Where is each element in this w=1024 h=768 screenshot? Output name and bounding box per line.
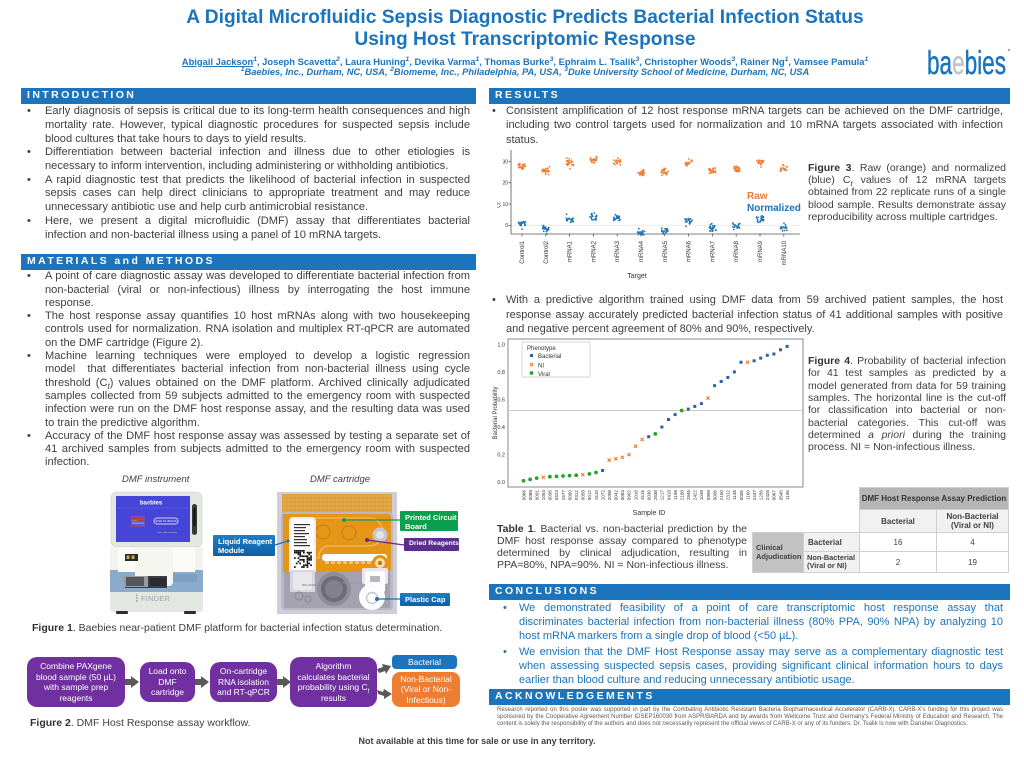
svg-text:mRNA6: mRNA6 [687,240,693,262]
svg-text:0066: 0066 [521,490,526,501]
svg-text:0418: 0418 [666,490,671,501]
svg-text:Phenotype: Phenotype [527,346,556,352]
svg-text:2638: 2638 [653,490,658,501]
svg-text:2577: 2577 [561,490,566,501]
svg-text:1198: 1198 [673,490,678,500]
svg-text:Ct: Ct [497,202,503,208]
svg-text:1195: 1195 [785,490,790,500]
svg-text:1054: 1054 [541,490,546,501]
svg-text:0423: 0423 [554,490,559,501]
svg-text:20: 20 [502,181,508,187]
svg-text:mRNA2: mRNA2 [591,240,597,262]
svg-text:2150: 2150 [719,490,724,501]
svg-text:enter code manually: enter code manually [157,531,178,534]
svg-text:2447: 2447 [752,490,757,501]
svg-text:1217: 1217 [660,490,665,501]
svg-text:Control1: Control1 [520,240,526,263]
svg-text:mRNA5: mRNA5 [663,240,669,262]
svg-text:0058: 0058 [581,490,586,501]
svg-text:mRNA3: mRNA3 [615,240,621,262]
svg-text:0: 0 [505,223,508,229]
svg-text:Target: Target [627,273,647,280]
svg-text:2846: 2846 [686,490,691,501]
svg-text:10: 10 [502,202,508,208]
svg-text:baebies: baebies [140,501,163,507]
svg-text:0083: 0083 [620,490,625,501]
svg-text:mRNA8: mRNA8 [734,240,740,262]
svg-text:30: 30 [502,159,508,165]
svg-text:0030: 0030 [647,490,652,501]
svg-text:0005: 0005 [739,490,744,501]
svg-text:0080: 0080 [567,490,572,501]
svg-text:0.0: 0.0 [497,480,505,486]
svg-text:0545: 0545 [778,490,783,501]
svg-text:0042: 0042 [614,490,619,501]
svg-text:Bacterial Probability: Bacterial Probability [493,386,499,439]
svg-text:0088: 0088 [528,490,533,501]
svg-text:0.4: 0.4 [497,425,505,431]
svg-text:2098: 2098 [607,490,612,501]
svg-text:2312: 2312 [726,490,731,501]
svg-text:2428: 2428 [765,490,770,501]
svg-text:Bacterial: Bacterial [538,354,561,360]
svg-text:0067: 0067 [772,490,777,501]
svg-text:Viral: Viral [538,372,550,378]
svg-text:mRNA4: mRNA4 [639,240,645,262]
svg-text:SCAN TO UNLOCK: SCAN TO UNLOCK [155,520,177,523]
svg-text:Sample ID: Sample ID [633,510,666,517]
svg-text:2188: 2188 [680,490,685,501]
svg-text:0095: 0095 [548,490,553,501]
svg-text:mRNA7: mRNA7 [710,240,716,262]
svg-text:3116: 3116 [640,490,645,500]
svg-text:0.6: 0.6 [497,398,505,404]
svg-text:2422: 2422 [693,490,698,501]
svg-text:800-00058: 800-00058 [302,583,317,587]
svg-text:1256: 1256 [759,490,764,501]
svg-text:NI: NI [538,364,544,370]
svg-text:0.8: 0.8 [497,370,505,376]
svg-text:0312: 0312 [574,490,579,501]
svg-text:Control2: Control2 [544,240,550,263]
svg-text:baebies: baebies [927,44,1006,78]
svg-text:800-000059: 800-000059 [343,581,362,585]
svg-text:3110: 3110 [594,490,599,500]
svg-text:1072: 1072 [600,490,605,501]
svg-text:Normalized: Normalized [747,203,801,214]
svg-text:0999: 0999 [706,490,711,501]
svg-text:1048: 1048 [699,490,704,501]
svg-text:mRNA10: mRNA10 [782,240,788,265]
svg-text:FINDER: FINDER [141,594,170,603]
svg-text:0.2: 0.2 [497,453,505,459]
svg-text:1160: 1160 [745,490,750,500]
svg-text:1.0: 1.0 [497,342,505,348]
svg-text:0091: 0091 [535,490,540,501]
svg-text:0902: 0902 [627,490,632,501]
svg-text:1016: 1016 [633,490,638,501]
svg-text:1138: 1138 [732,490,737,500]
svg-text:mRNA1: mRNA1 [568,240,574,262]
svg-text:0012: 0012 [587,490,592,501]
svg-text:mRNA9: mRNA9 [758,240,764,262]
svg-text:0006: 0006 [712,490,717,501]
svg-text:Raw: Raw [747,191,768,202]
